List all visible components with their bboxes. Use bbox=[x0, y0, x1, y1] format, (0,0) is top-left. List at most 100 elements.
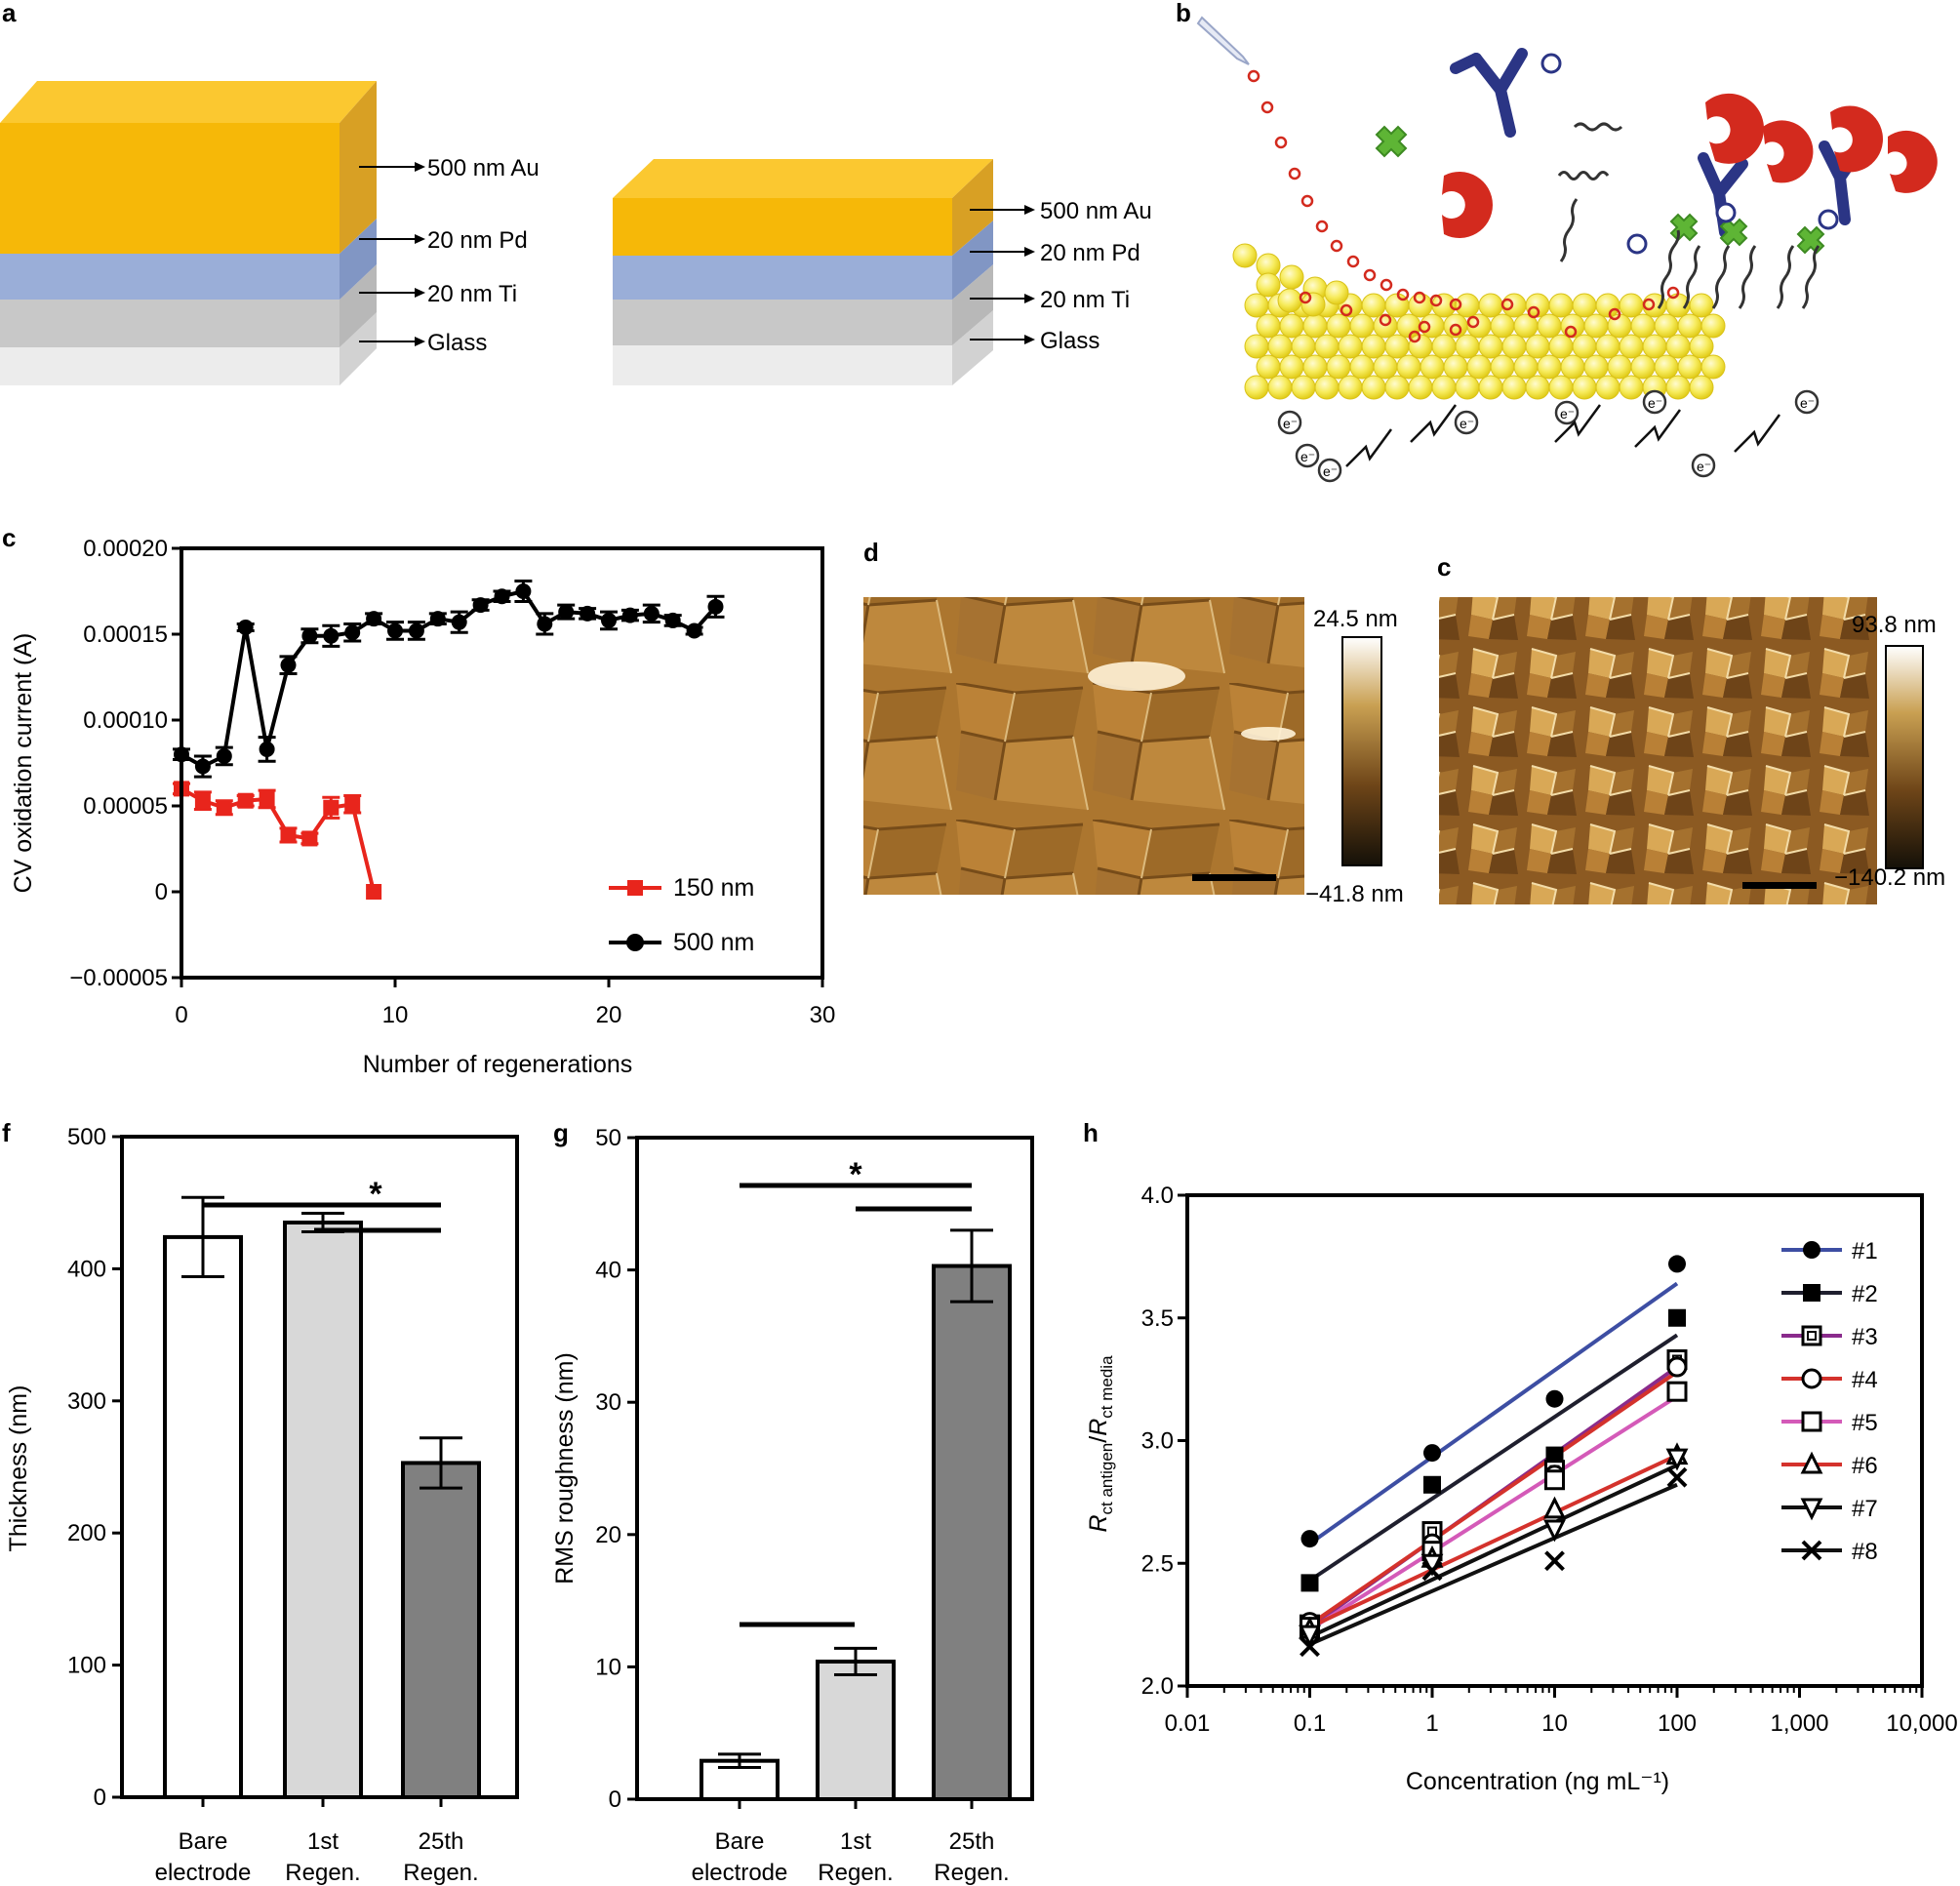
gold-nanoparticle bbox=[1361, 375, 1386, 400]
chart-g-y-tick-label: 40 bbox=[595, 1258, 621, 1284]
chart-f-y-tick-label: 300 bbox=[67, 1388, 106, 1415]
chart-c-point-500nm bbox=[515, 583, 532, 599]
gold-nanoparticle bbox=[1665, 375, 1691, 400]
chart-h-x-tick-label: 0.01 bbox=[1165, 1710, 1211, 1737]
gold-nanoparticle bbox=[1338, 375, 1363, 400]
panel-letter-f: f bbox=[2, 1118, 11, 1147]
regeneration-droplet bbox=[1449, 323, 1462, 337]
chart-f-ticks: 0 100 200 300 400 500 Bare electrode 1st Regen. 25… bbox=[67, 1124, 479, 1886]
electron-label: e⁻ bbox=[1560, 406, 1575, 421]
regeneration-droplet bbox=[1363, 268, 1377, 282]
electron-label: e⁻ bbox=[1697, 459, 1711, 474]
chart-h-ylabel: Rct antigen/Rct media bbox=[1085, 1355, 1116, 1533]
gold-nanoparticle bbox=[1478, 375, 1503, 400]
chart-h-x-tick-label: 1 bbox=[1425, 1710, 1438, 1737]
gold-nanoparticle bbox=[1560, 313, 1585, 339]
gold-nanoparticle bbox=[1572, 293, 1597, 318]
chart-h-legend-marker bbox=[1801, 1325, 1822, 1346]
chart-h-point bbox=[1300, 1530, 1319, 1548]
electron-icon bbox=[1691, 453, 1716, 478]
chart-c-point-500nm bbox=[643, 605, 660, 622]
electron-label: e⁻ bbox=[1323, 463, 1338, 479]
gold-nanoparticle bbox=[1279, 264, 1304, 290]
gold-nanoparticle bbox=[1455, 334, 1480, 359]
chart-c-point-150nm bbox=[194, 792, 211, 809]
chart-h-point bbox=[1666, 1381, 1688, 1402]
chart-h-legend-label: #5 bbox=[1852, 1410, 1878, 1436]
gold-nanoparticle bbox=[1607, 354, 1632, 380]
panel-letter-b: b bbox=[1176, 0, 1191, 27]
gold-nanoparticle bbox=[1408, 375, 1433, 400]
panel-letter-c: c bbox=[2, 523, 16, 552]
chart-c-point-500nm bbox=[558, 604, 575, 621]
panel-letter-a: a bbox=[2, 0, 17, 27]
chart-c-point-500nm bbox=[301, 627, 318, 644]
gold-nanoparticle bbox=[1396, 313, 1421, 339]
chart-c-marks bbox=[173, 579, 725, 900]
color-scale-d-top: 24.5 nm bbox=[1313, 606, 1398, 632]
chart-h-marks bbox=[1299, 1255, 1689, 1658]
chart-g-frame bbox=[635, 1136, 1034, 1801]
electron-icon bbox=[1642, 389, 1667, 415]
linker-molecules bbox=[1557, 122, 1820, 309]
gold-nanoparticle bbox=[1291, 375, 1316, 400]
chart-c-point-500nm bbox=[621, 607, 638, 623]
chart-c-point-500nm bbox=[429, 611, 446, 627]
chart-h-legend-marker bbox=[1801, 1411, 1822, 1432]
chart-h-fit-line bbox=[1308, 1394, 1679, 1631]
chart-g-y-tick-label: 50 bbox=[595, 1125, 621, 1151]
chart-h-point bbox=[1299, 1625, 1321, 1648]
chart-c-point-500nm bbox=[580, 605, 596, 622]
chart-f-bar bbox=[283, 1221, 363, 1799]
scale-bar-e bbox=[1742, 882, 1817, 889]
chart-c-y-tick-label: −0.00005 bbox=[69, 965, 168, 991]
gold-nanoparticle bbox=[1338, 334, 1363, 359]
gold-nanoparticle bbox=[1548, 334, 1574, 359]
gold-nanoparticle bbox=[1279, 313, 1304, 339]
gold-nanoparticle bbox=[1537, 354, 1562, 380]
chart-g-x-tick-label: Bare bbox=[715, 1828, 765, 1855]
gold-nanoparticle bbox=[1583, 313, 1609, 339]
electron-path-arrow bbox=[1734, 414, 1781, 453]
chart-h-fit-line bbox=[1308, 1333, 1679, 1583]
chart-h-legend-label: #8 bbox=[1852, 1539, 1878, 1565]
color-scale-d bbox=[1341, 636, 1382, 866]
gold-nanoparticle bbox=[1361, 293, 1386, 318]
chart-c-legend-500: 500 nm bbox=[673, 929, 754, 956]
gold-nanoparticle bbox=[1478, 293, 1503, 318]
chart-f-y-tick-label: 0 bbox=[94, 1785, 106, 1811]
chart-c-x-tick-label: 10 bbox=[382, 1002, 409, 1028]
chart-h-point bbox=[1544, 1469, 1565, 1491]
regeneration-droplet bbox=[1500, 298, 1514, 311]
chart-h-x-tick-label: 1,000 bbox=[1770, 1710, 1828, 1737]
pipette-tip bbox=[1196, 16, 1250, 65]
gold-nanoparticle bbox=[1548, 293, 1574, 318]
color-scale-d-bottom: −41.8 nm bbox=[1305, 881, 1404, 907]
chart-f-x-tick-label: electrode bbox=[155, 1860, 252, 1886]
chart-h-fit-line bbox=[1308, 1370, 1679, 1626]
stack-left-label-glass: Glass bbox=[427, 330, 487, 356]
chart-c-legend: 150 nm 500 nm bbox=[609, 874, 754, 956]
chart-f-significance bbox=[203, 1202, 441, 1233]
chart-h-point bbox=[1545, 1446, 1564, 1465]
chart-h-x-tick-label: 10 bbox=[1541, 1710, 1568, 1737]
chart-g-y-tick-label: 20 bbox=[595, 1522, 621, 1548]
electron-path-arrow bbox=[1345, 428, 1393, 467]
chart-f-y-tick-label: 100 bbox=[67, 1653, 106, 1679]
panel-letter-d: d bbox=[863, 538, 879, 567]
gold-nanoparticle bbox=[1654, 313, 1679, 339]
chart-c-y-tick-label: 0 bbox=[155, 879, 168, 905]
stack-left-label-ti: 20 nm Ti bbox=[427, 281, 517, 307]
chart-c-legend-150: 150 nm bbox=[673, 874, 754, 902]
regeneration-droplet bbox=[1429, 294, 1443, 307]
chart-c-point-150nm bbox=[344, 796, 361, 813]
gold-nanoparticle bbox=[1384, 293, 1410, 318]
gold-nanoparticle bbox=[1466, 354, 1492, 380]
chart-c-point-500nm bbox=[408, 622, 424, 639]
gold-nanoparticle bbox=[1300, 292, 1326, 317]
gold-nanoparticle bbox=[1583, 354, 1609, 380]
gold-nanoparticle bbox=[1630, 354, 1656, 380]
chart-h-point-b bbox=[1544, 1550, 1565, 1572]
chart-g-marks bbox=[700, 1228, 1012, 1802]
chart-c-point-500nm bbox=[707, 598, 724, 615]
